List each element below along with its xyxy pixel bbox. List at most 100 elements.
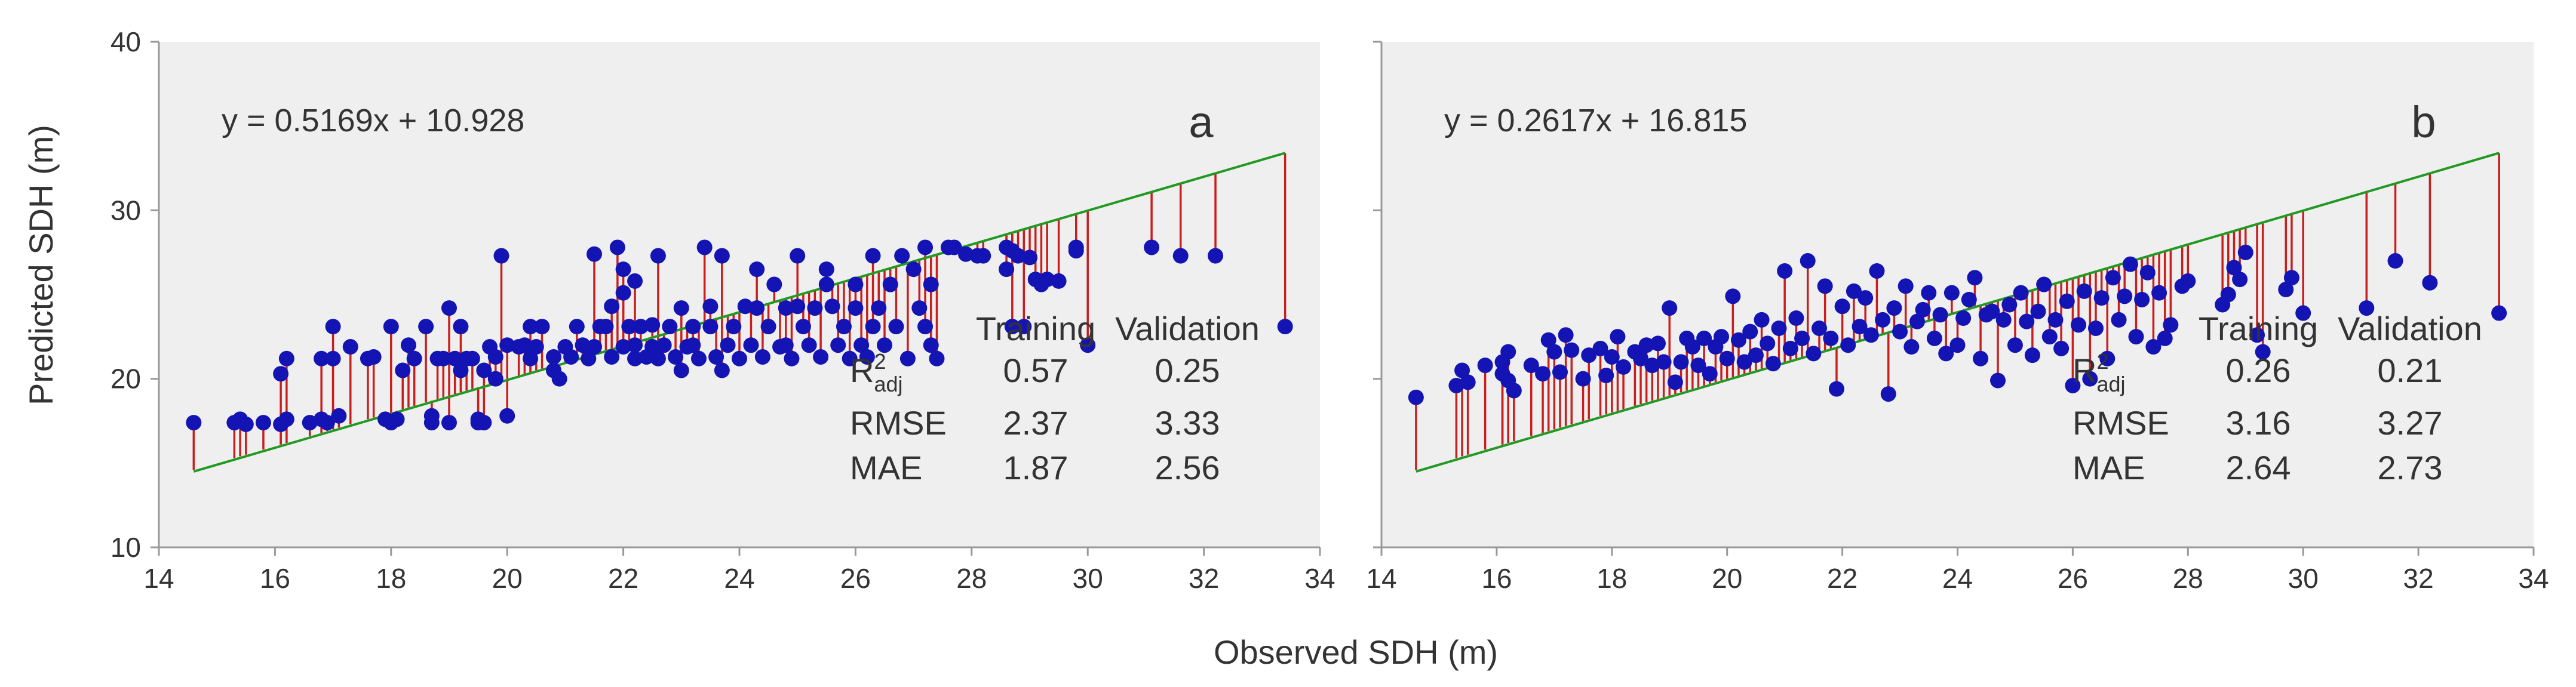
data-point <box>737 298 753 315</box>
stats-row-label: MAE <box>2073 449 2145 486</box>
x-tick-label: 14 <box>143 563 174 594</box>
x-tick-label: 20 <box>492 563 523 594</box>
data-point <box>923 337 939 353</box>
data-point <box>1690 358 1706 374</box>
data-point <box>917 319 934 335</box>
data-point <box>633 319 649 335</box>
data-point <box>2001 297 2018 313</box>
data-point <box>1961 291 1977 307</box>
data-point <box>453 362 469 378</box>
data-point <box>499 337 515 353</box>
data-point <box>2047 312 2064 328</box>
data-point <box>1598 368 1614 384</box>
data-point <box>1973 350 1989 366</box>
data-point <box>2128 329 2144 345</box>
data-point <box>1990 372 2006 389</box>
data-point <box>946 239 962 255</box>
data-point <box>2087 320 2104 336</box>
x-tick-label: 28 <box>2173 563 2203 594</box>
data-point <box>1144 239 1160 255</box>
data-point <box>1010 248 1026 264</box>
data-point <box>1943 285 1960 301</box>
data-point <box>487 371 503 387</box>
x-tick-label: 34 <box>2518 563 2549 594</box>
data-point <box>331 408 347 424</box>
data-point <box>1995 312 2012 328</box>
x-tick-label: 22 <box>608 563 638 594</box>
stats-value: 3.33 <box>1155 404 1220 442</box>
data-point <box>406 350 422 366</box>
data-point <box>830 337 846 353</box>
data-point <box>464 350 480 366</box>
data-point <box>766 276 782 292</box>
data-point <box>609 239 625 255</box>
data-point <box>702 319 719 335</box>
data-point <box>2237 244 2253 260</box>
data-point <box>2019 313 2035 329</box>
data-point <box>2013 285 2029 301</box>
data-point <box>1610 329 1626 345</box>
data-point <box>627 273 643 289</box>
data-point <box>1696 330 1712 346</box>
data-point <box>1552 364 1568 380</box>
data-point <box>685 337 701 353</box>
data-point <box>587 246 602 262</box>
data-point <box>389 411 405 427</box>
data-point <box>2071 317 2087 333</box>
x-tick-label: 14 <box>1366 563 1396 594</box>
stats-value: 0.21 <box>2378 352 2443 389</box>
data-point <box>2024 347 2040 363</box>
x-tick-label: 24 <box>724 563 754 594</box>
data-point <box>894 248 910 264</box>
x-tick-label: 16 <box>1481 563 1512 594</box>
data-point <box>1277 319 1293 335</box>
y-tick-label: 20 <box>110 363 141 395</box>
data-point <box>1771 320 1787 336</box>
data-point <box>1926 330 1942 346</box>
data-point <box>760 319 776 335</box>
data-point <box>2041 329 2058 345</box>
data-point <box>778 300 794 316</box>
data-point <box>1500 344 1516 360</box>
data-point <box>2163 317 2179 333</box>
data-point <box>563 349 579 365</box>
data-point <box>778 337 794 353</box>
data-point <box>1080 337 1096 353</box>
panel-label: a <box>1189 97 1214 147</box>
data-point <box>720 337 736 353</box>
data-point <box>1909 313 1925 329</box>
data-point <box>2036 276 2052 292</box>
data-point <box>627 350 643 366</box>
data-point <box>1638 337 1654 353</box>
y-axis-label: Predicted SDH (m) <box>22 125 60 405</box>
stats-row-label: RMSE <box>2073 404 2169 442</box>
data-point <box>662 319 678 335</box>
stats-header: Validation <box>2338 310 2482 347</box>
data-point <box>1662 300 1678 316</box>
data-point <box>2093 290 2110 306</box>
data-point <box>1208 248 1224 264</box>
stats-row-label: R2 adj <box>850 349 903 396</box>
reference-line <box>193 152 1286 473</box>
data-point <box>668 349 684 365</box>
data-point <box>1172 248 1189 264</box>
data-point <box>1616 359 1632 375</box>
data-point <box>975 248 991 264</box>
data-point <box>732 350 747 366</box>
data-point <box>2007 337 2023 353</box>
data-point <box>517 337 533 353</box>
panel-label: b <box>2411 97 2436 147</box>
data-point <box>899 350 916 366</box>
data-point <box>1535 366 1551 382</box>
stats-row-label: RMSE <box>850 404 947 442</box>
data-point <box>1921 285 1937 301</box>
data-point <box>1932 307 1948 323</box>
data-point <box>790 248 806 264</box>
data-point <box>1506 383 1522 399</box>
stats-value: 2.37 <box>1003 404 1069 442</box>
data-point <box>801 337 817 353</box>
data-point <box>714 248 730 264</box>
data-point <box>685 319 701 335</box>
data-point <box>1800 253 1816 269</box>
data-point <box>807 300 823 316</box>
